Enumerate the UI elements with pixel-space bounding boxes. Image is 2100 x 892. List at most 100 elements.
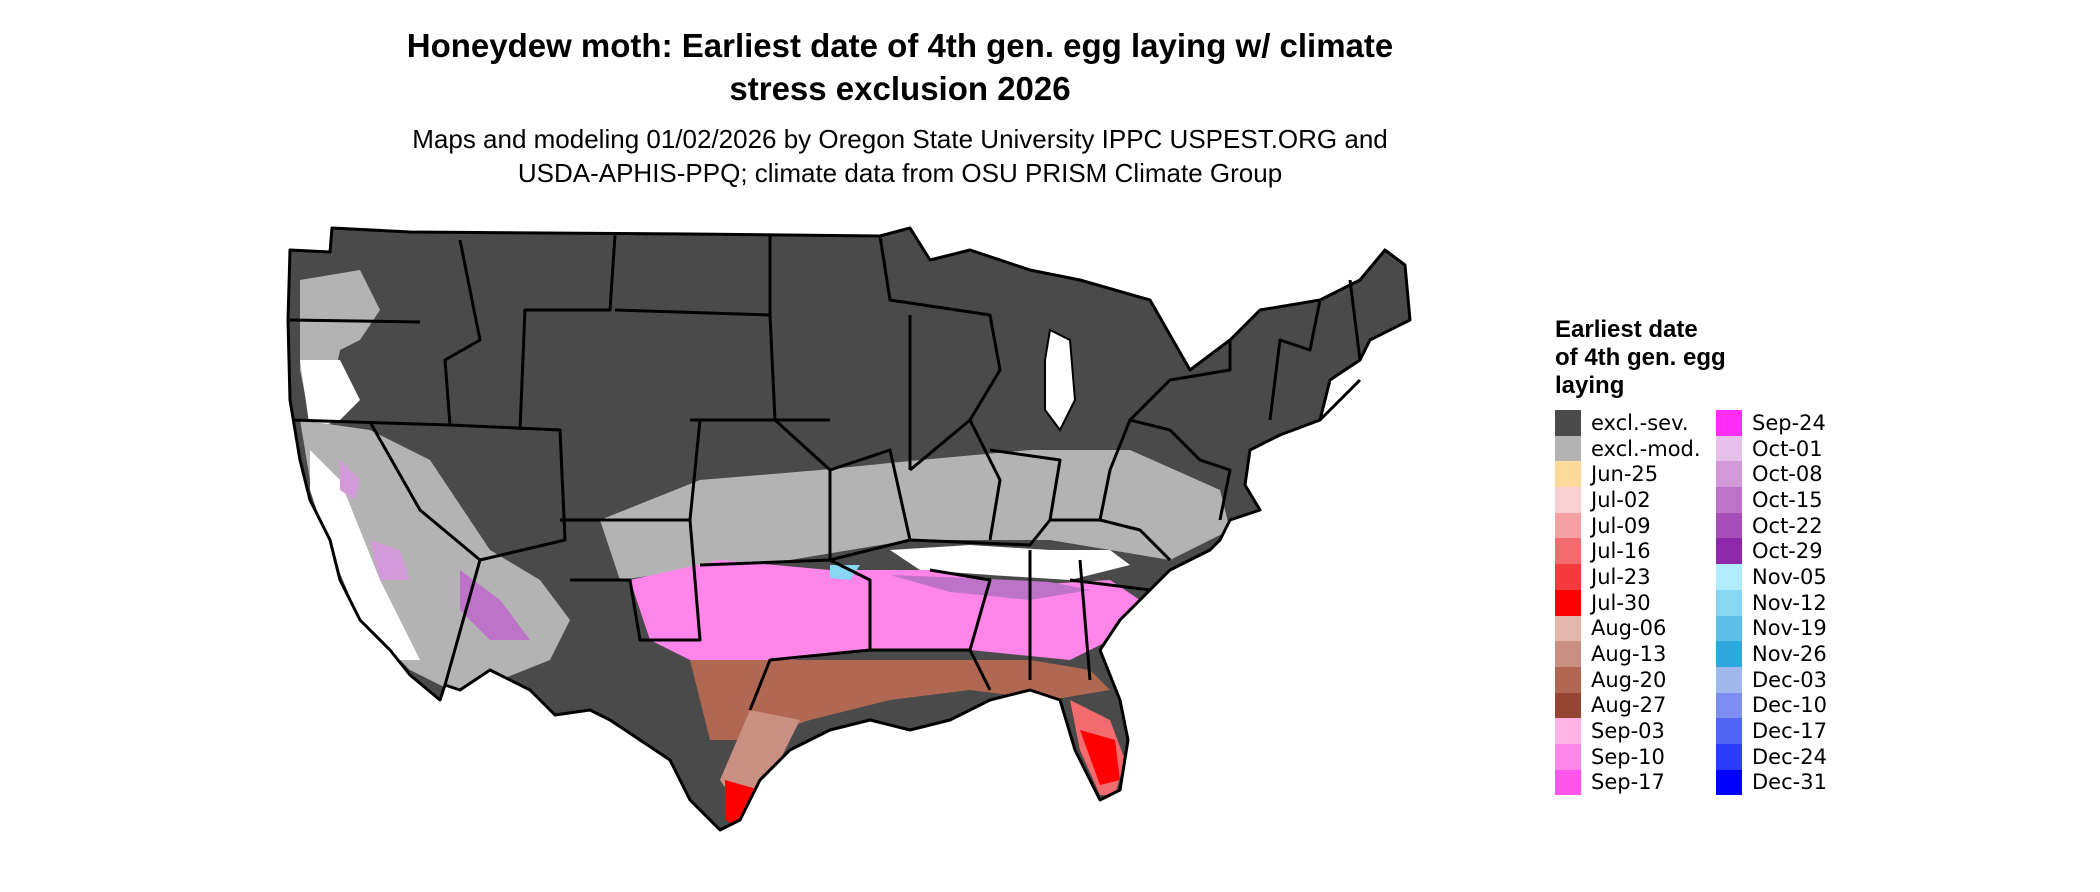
legend-item: Jun-25 xyxy=(1555,461,1701,488)
legend-label: Jul-23 xyxy=(1591,564,1651,589)
legend-swatch xyxy=(1555,589,1581,616)
legend-item: Oct-29 xyxy=(1716,538,1827,565)
legend-label: Jul-09 xyxy=(1591,513,1651,538)
legend-label: Aug-13 xyxy=(1591,642,1667,667)
legend-column-2: Sep-24 Oct-01 Oct-08 Oct-15 Oct-22 Oct-29 Nov-… xyxy=(1716,410,1827,796)
legend-swatch xyxy=(1555,538,1581,565)
legend-label: Oct-08 xyxy=(1752,462,1823,487)
legend-item: Oct-15 xyxy=(1716,487,1827,513)
legend-label: Sep-17 xyxy=(1591,770,1665,795)
legend-item: Oct-01 xyxy=(1716,435,1827,462)
legend-swatch xyxy=(1555,461,1581,488)
legend-swatch xyxy=(1555,666,1581,693)
legend-swatch xyxy=(1716,564,1742,590)
legend-item: Dec-03 xyxy=(1716,666,1827,693)
legend-item: Jul-16 xyxy=(1555,538,1701,565)
legend-swatch xyxy=(1716,743,1742,770)
legend-item: Jul-09 xyxy=(1555,512,1701,539)
legend-label: Aug-06 xyxy=(1591,616,1667,641)
map-subtitle: Maps and modeling 01/02/2026 by Oregon S… xyxy=(0,122,1800,190)
legend-swatch xyxy=(1716,461,1742,488)
legend-label: Dec-17 xyxy=(1752,719,1827,744)
legend-swatch xyxy=(1555,564,1581,590)
legend-item: Dec-17 xyxy=(1716,718,1827,744)
legend-item: Nov-19 xyxy=(1716,615,1827,642)
legend-swatch xyxy=(1555,743,1581,770)
legend-label: Jul-02 xyxy=(1591,487,1651,512)
legend-swatch xyxy=(1555,641,1581,667)
legend-label: Nov-05 xyxy=(1752,564,1827,589)
legend-item: Nov-05 xyxy=(1716,564,1827,590)
legend-item: Sep-24 xyxy=(1716,410,1827,436)
legend-item: Oct-08 xyxy=(1716,461,1827,488)
legend-label: Nov-19 xyxy=(1752,616,1827,641)
legend-label: Dec-31 xyxy=(1752,770,1827,795)
legend-swatch xyxy=(1716,718,1742,744)
legend-swatch xyxy=(1555,718,1581,744)
subtitle-line-2: USDA-APHIS-PPQ; climate data from OSU PR… xyxy=(517,158,1283,188)
legend-item: Aug-06 xyxy=(1555,615,1701,642)
legend-item: Sep-17 xyxy=(1555,769,1701,796)
legend-swatch xyxy=(1555,769,1581,796)
legend-label: Oct-22 xyxy=(1752,513,1823,538)
legend-swatch xyxy=(1555,435,1581,462)
legend-label: Aug-27 xyxy=(1591,693,1667,718)
legend-label: Sep-03 xyxy=(1591,719,1665,744)
legend-label: excl.-mod. xyxy=(1591,436,1701,461)
legend-swatch xyxy=(1716,538,1742,565)
legend-label: excl.-sev. xyxy=(1591,410,1689,435)
legend-swatch xyxy=(1716,410,1742,436)
legend-item: Sep-03 xyxy=(1555,718,1701,744)
legend-swatch xyxy=(1716,487,1742,513)
legend-swatch xyxy=(1555,410,1581,436)
legend-swatch xyxy=(1716,615,1742,642)
legend-title-line-2: of 4th gen. egg xyxy=(1555,344,1726,371)
legend-label: Sep-24 xyxy=(1752,410,1826,435)
state-borders xyxy=(286,226,1412,832)
map-title: Honeydew moth: Earliest date of 4th gen.… xyxy=(0,24,1800,110)
legend-swatch xyxy=(1716,589,1742,616)
legend-label: Jul-16 xyxy=(1591,539,1651,564)
legend-label: Oct-01 xyxy=(1752,436,1823,461)
title-line-1: Honeydew moth: Earliest date of 4th gen.… xyxy=(406,27,1394,64)
subtitle-line-1: Maps and modeling 01/02/2026 by Oregon S… xyxy=(412,124,1388,154)
title-line-2: stress exclusion 2026 xyxy=(729,70,1071,107)
legend-item: Dec-31 xyxy=(1716,769,1827,796)
legend-label: Aug-20 xyxy=(1591,667,1667,692)
legend-swatch xyxy=(1716,692,1742,719)
legend-label: Jun-25 xyxy=(1591,462,1659,487)
legend-label: Oct-29 xyxy=(1752,539,1823,564)
legend-item: excl.-sev. xyxy=(1555,410,1701,436)
legend-swatch xyxy=(1555,615,1581,642)
us-map xyxy=(286,226,1412,832)
legend-label: Nov-12 xyxy=(1752,590,1827,615)
legend-item: Oct-22 xyxy=(1716,512,1827,539)
legend-item: Dec-10 xyxy=(1716,692,1827,719)
legend-title-line-3: laying xyxy=(1555,372,1625,399)
legend-label: Oct-15 xyxy=(1752,487,1823,512)
lake-michigan xyxy=(1044,328,1077,432)
legend-item: Sep-10 xyxy=(1555,743,1701,770)
legend-item: Jul-23 xyxy=(1555,564,1701,590)
legend-column-1: excl.-sev. excl.-mod. Jun-25 Jul-02 Jul-09 Ju… xyxy=(1555,410,1701,796)
legend-item: Nov-12 xyxy=(1716,589,1827,616)
legend-item: Dec-24 xyxy=(1716,743,1827,770)
legend-item: Nov-26 xyxy=(1716,641,1827,667)
legend-label: Dec-10 xyxy=(1752,693,1827,718)
legend-swatch xyxy=(1716,641,1742,667)
legend-swatch xyxy=(1555,692,1581,719)
legend-swatch xyxy=(1716,769,1742,796)
legend-item: Aug-20 xyxy=(1555,666,1701,693)
legend-item: excl.-mod. xyxy=(1555,435,1701,462)
legend-title: Earliest date of 4th gen. egg laying xyxy=(1555,316,1815,400)
legend-swatch xyxy=(1716,435,1742,462)
legend-swatch xyxy=(1716,666,1742,693)
legend-label: Dec-03 xyxy=(1752,667,1827,692)
legend-title-line-1: Earliest date xyxy=(1555,316,1698,343)
legend-item: Jul-02 xyxy=(1555,487,1701,513)
legend-label: Nov-26 xyxy=(1752,642,1827,667)
legend-swatch xyxy=(1555,512,1581,539)
legend-label: Sep-10 xyxy=(1591,744,1665,769)
legend-swatch xyxy=(1555,487,1581,513)
legend-label: Jul-30 xyxy=(1591,590,1651,615)
